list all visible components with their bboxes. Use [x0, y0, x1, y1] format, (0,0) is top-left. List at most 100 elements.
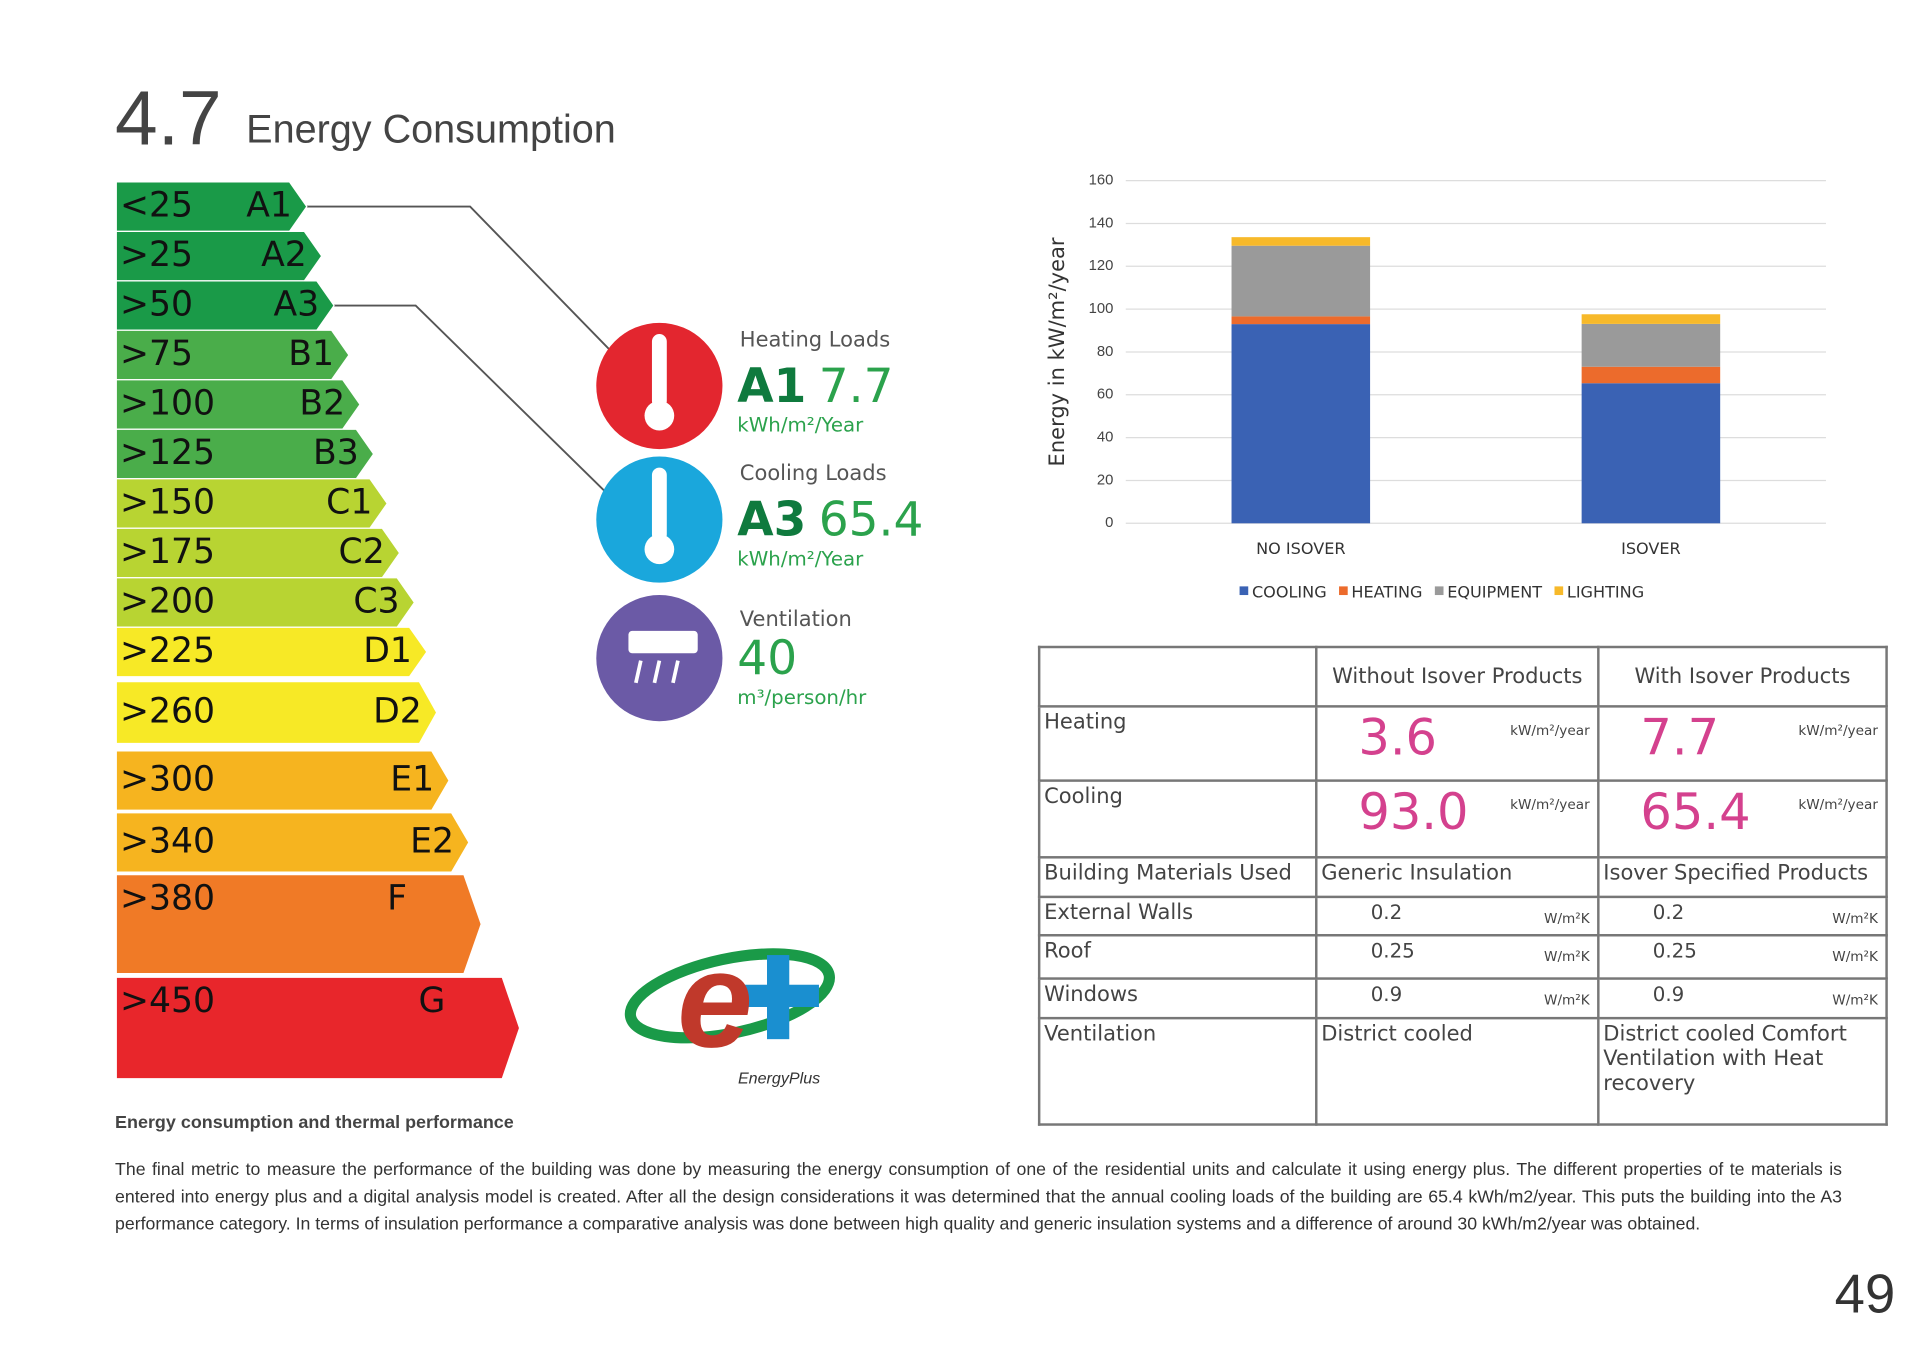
bar-segment: [1581, 366, 1721, 384]
cell-unit: kW/m²/year: [1798, 796, 1878, 813]
band-class: C3: [353, 581, 399, 621]
band-class: E2: [410, 821, 454, 861]
row-label-text: Roof: [1044, 938, 1091, 964]
band-class: A1: [246, 186, 292, 226]
bar-segment: [1581, 383, 1721, 524]
cell-value: 0.2: [1370, 900, 1403, 925]
table-cell: 3.6 kW/m²/year: [1315, 705, 1600, 782]
logo-text: EnergyPlus: [738, 1070, 820, 1088]
cell-value: 0.25: [1370, 938, 1415, 963]
row-label-text: Cooling: [1044, 784, 1123, 810]
y-tick-label: 100: [1089, 301, 1114, 317]
row-label-text: Building Materials Used: [1044, 861, 1292, 886]
band-class: E1: [390, 760, 434, 800]
cell-value: 65.4: [1640, 784, 1751, 842]
ac-airflow: [671, 660, 680, 684]
cell-unit: W/m²K: [1832, 948, 1878, 965]
cell-unit: W/m²K: [1543, 992, 1590, 1009]
table-cell: 93.0 kW/m²/year: [1315, 779, 1600, 859]
table-corner: [1037, 645, 1318, 708]
cell-value: 0.9: [1370, 982, 1403, 1006]
y-tick-label: 120: [1089, 258, 1114, 274]
thermometer-bulb: [644, 400, 675, 431]
energy-band: [115, 379, 361, 430]
table-cell: 7.7 kW/m²/year: [1597, 705, 1888, 782]
header-text: Without Isover Products: [1332, 664, 1583, 690]
y-axis-label: Energy in kW/m²/year: [1044, 237, 1069, 466]
energy-band: [115, 577, 416, 628]
y-tick-label: 60: [1097, 387, 1114, 403]
band-range: >100: [120, 384, 215, 424]
energy-band: [115, 428, 375, 480]
cell-unit: W/m²K: [1832, 992, 1878, 1009]
row-label-text: Ventilation: [1044, 1021, 1157, 1047]
ac-airflow: [634, 660, 643, 684]
row-label: Building Materials Used: [1037, 856, 1318, 899]
indicator-value: 7.7: [819, 359, 894, 414]
y-tick-label: 40: [1097, 430, 1114, 446]
energy-band: [115, 874, 482, 975]
band-class: C2: [339, 532, 385, 572]
energy-band: [115, 750, 450, 811]
cell-unit: W/m²K: [1543, 948, 1590, 965]
cell-unit: kW/m²/year: [1510, 796, 1590, 813]
band-range: >50: [120, 285, 193, 325]
cell-value: 0.2: [1652, 900, 1685, 925]
table-cell: District cooled Comfort Ventilation with…: [1597, 1016, 1888, 1126]
connector: [334, 304, 616, 502]
band-class: F: [387, 878, 407, 918]
indicator-unit: m³/person/hr: [737, 686, 867, 709]
cell-value: 0.25: [1652, 938, 1697, 963]
energy-band: [115, 527, 401, 579]
table-row: Ventilation District cooled District coole…: [1037, 1016, 1888, 1126]
page-number: 49: [1834, 1264, 1896, 1325]
svg-text:e: e: [677, 924, 753, 1076]
band-class: C1: [326, 482, 372, 522]
table-row: Roof 0.25 W/m²K 0.25 W/m²K: [1037, 934, 1888, 980]
row-label-text: Heating: [1044, 710, 1127, 735]
thermometer: [651, 467, 667, 542]
cell-text: District cooled: [1321, 1021, 1473, 1047]
row-label-text: External Walls: [1044, 900, 1194, 926]
x-tick-label: NO ISOVER: [1256, 539, 1345, 558]
band-range: >175: [120, 532, 215, 572]
indicator-value: 65.4: [819, 493, 924, 548]
table-row: Building Materials Used Generic Insulatio…: [1037, 856, 1888, 899]
table-header-row: Without Isover Products With Isover Produ…: [1037, 645, 1888, 708]
table-row: External Walls 0.2 W/m²K 0.2 W/m²K: [1037, 895, 1888, 937]
legend-swatch: [1239, 586, 1249, 596]
table-cell: 65.4 kW/m²/year: [1597, 779, 1888, 859]
bar-segment: [1231, 316, 1371, 325]
band-class: B1: [288, 334, 334, 374]
table-cell: 0.9 W/m²K: [1315, 977, 1600, 1020]
band-range: >340: [120, 821, 215, 861]
band-class: A3: [273, 285, 319, 325]
cell-value: 0.9: [1652, 982, 1685, 1006]
legend-label: COOLING: [1252, 583, 1327, 602]
y-tick-label: 20: [1097, 472, 1114, 488]
indicator-unit: kWh/m²/Year: [737, 414, 864, 437]
band-range: >450: [120, 981, 215, 1021]
band-range: >75: [120, 334, 193, 374]
legend-label: HEATING: [1351, 583, 1422, 602]
cell-text: Generic Insulation: [1321, 861, 1513, 886]
cell-unit: kW/m²/year: [1798, 722, 1878, 739]
band-range: >200: [120, 581, 215, 621]
band-class: A2: [261, 235, 307, 275]
row-label: Roof: [1037, 934, 1318, 980]
indicator-title: Ventilation: [740, 606, 852, 631]
thermometer: [651, 334, 667, 409]
energy-band: [115, 181, 308, 232]
energy-band: [115, 812, 470, 873]
indicator-title: Heating Loads: [740, 326, 890, 351]
bar-segment: [1231, 245, 1371, 317]
legend-swatch: [1434, 586, 1444, 596]
cell-value: 3.6: [1358, 710, 1438, 768]
indicator-unit: kWh/m²/Year: [737, 547, 864, 570]
cell-text: District cooled Comfort Ventilation with…: [1603, 1021, 1847, 1097]
cell-unit: W/m²K: [1543, 910, 1590, 927]
band-range: >25: [120, 235, 193, 275]
table-cell: Generic Insulation: [1315, 856, 1600, 899]
